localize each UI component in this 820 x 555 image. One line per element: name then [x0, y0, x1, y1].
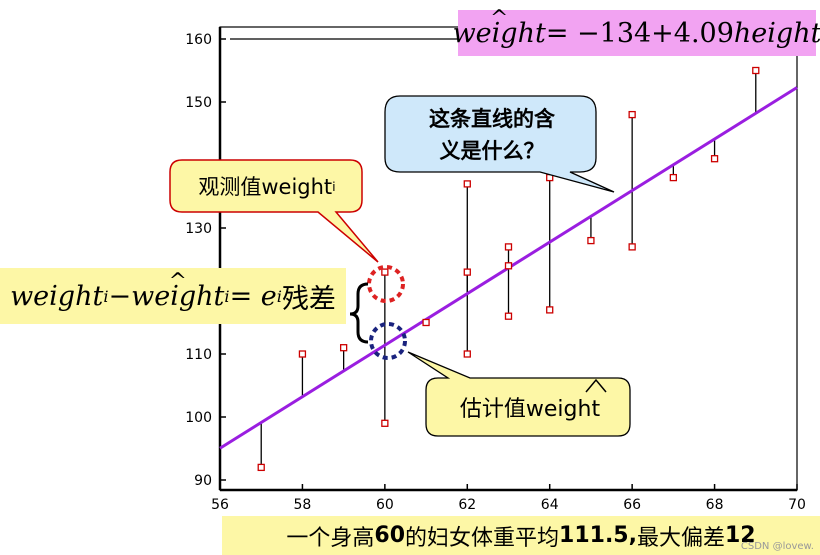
question-bubble [384, 95, 615, 193]
data-point [628, 243, 636, 251]
data-point [298, 350, 307, 358]
x-tick-label: 66 [623, 497, 641, 513]
residual-sub-1: i [103, 286, 109, 306]
equation-rhs: = −134+4.09 [545, 17, 734, 49]
data-point [463, 268, 471, 276]
estimated-hat-icon [585, 378, 607, 393]
x-tick-label: 56 [211, 497, 229, 513]
residual-label: 残差 [281, 283, 336, 315]
x-tick-label: 62 [458, 497, 476, 513]
residual-sub-2: i [224, 286, 230, 306]
watermark: CSDN @lovew. [740, 541, 814, 552]
observed-sub: i [332, 178, 336, 194]
question-bubble-text: 这条直线的含 义是什么？ [392, 95, 592, 175]
summary-part-2: 的妇女体重平均 [405, 525, 560, 551]
summary-num-2: 111.5, [559, 523, 637, 548]
observed-bubble-text: 观测值weight i [174, 164, 360, 208]
estimated-bubble-text: 估计值weight [430, 380, 630, 434]
y-tick-label: 130 [185, 221, 212, 237]
data-point [628, 110, 636, 119]
data-point [504, 312, 513, 320]
annotation-decorations [169, 38, 631, 437]
bottom-summary: 一个身高 60 的妇女体重平均 111.5, 最大偏差 12 [222, 516, 820, 555]
y-tick-label: 90 [194, 473, 212, 489]
estimated-highlight-circle [369, 322, 407, 360]
observed-highlight-circle [367, 265, 405, 303]
estimated-label: 估计值weight [459, 397, 601, 422]
plot-axes: 56 58 60 62 64 66 68 70 90 100 110 130 150 160 [185, 26, 806, 513]
residual-term-estimated: weight [131, 281, 224, 312]
data-point [463, 180, 471, 188]
data-point [463, 350, 471, 358]
summary-num-3: 12 [725, 523, 756, 548]
summary-num-1: 60 [374, 523, 406, 548]
residual-equals: = e [229, 280, 277, 312]
data-point [381, 419, 389, 427]
data-point [339, 344, 348, 352]
data-point [587, 236, 595, 245]
y-tick-label: 150 [185, 95, 212, 111]
data-point [504, 262, 513, 270]
data-point [710, 155, 719, 163]
data-point [546, 306, 554, 314]
y-tick-label: 160 [185, 32, 212, 48]
data-points [257, 66, 760, 472]
observed-label: 观测值weight [198, 175, 333, 199]
y-tick-label: 110 [185, 347, 212, 363]
observed-bubble [169, 159, 379, 263]
equation-lhs: weight [453, 18, 546, 49]
x-tick-label: 60 [376, 497, 394, 513]
equation-variable: height [733, 17, 820, 49]
question-line-1: 这条直线的含 [429, 107, 555, 131]
data-point [752, 66, 760, 75]
y-tick-label: 100 [185, 410, 212, 426]
residual-term-observed: weight [10, 280, 104, 312]
data-point [669, 173, 678, 182]
x-tick-label: 68 [706, 497, 724, 513]
data-point [381, 268, 389, 276]
residual-minus: − [108, 280, 132, 312]
summary-part-3: 最大偏差 [636, 525, 725, 551]
summary-part-1: 一个身高 [286, 525, 375, 551]
data-point [422, 318, 430, 327]
x-tick-label: 64 [541, 497, 559, 513]
residual-brace-icon [349, 282, 369, 344]
x-tick-label: 58 [294, 497, 312, 513]
x-tick-label: 70 [788, 497, 806, 513]
estimated-bubble [407, 351, 631, 437]
residual-sub-3: i [276, 286, 282, 306]
data-point [257, 463, 265, 472]
question-line-2: 义是什么？ [439, 139, 545, 163]
data-point [504, 243, 513, 251]
regression-equation: weight = −134+4.09 height [453, 10, 820, 56]
